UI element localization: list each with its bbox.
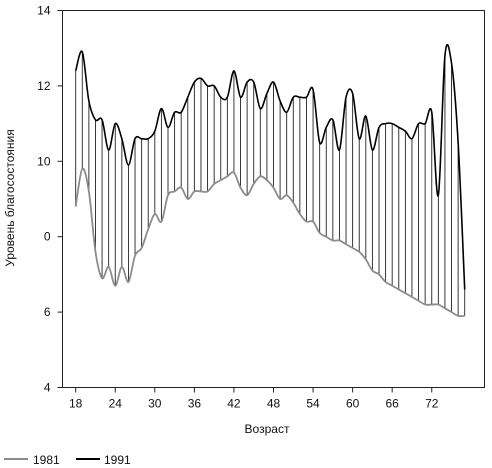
- x-tick-label-54: 54: [306, 397, 320, 411]
- legend-label-1991: 1991: [104, 453, 131, 467]
- legend: 1981 1991: [4, 453, 131, 467]
- y-axis-ticks: 4 6 0 10 12 14: [37, 4, 63, 395]
- x-axis-ticks: 18 24 30 36 42 48 54 60 66 72: [69, 387, 439, 411]
- x-tick-label-48: 48: [267, 397, 281, 411]
- y-axis-title: Уровень благосостояния: [3, 129, 17, 267]
- x-tick-label-60: 60: [346, 397, 360, 411]
- series-line-1981: [74, 167, 465, 318]
- y-tick-label-3: 10: [37, 154, 51, 168]
- x-axis-title: Возраст: [245, 422, 290, 436]
- series-line-1991: [74, 43, 466, 290]
- legend-label-1981: 1981: [33, 453, 60, 467]
- x-tick-label-18: 18: [69, 397, 83, 411]
- y-tick-label-4: 12: [37, 79, 51, 93]
- hatch-fill: [75, 51, 466, 316]
- plot-frame: [62, 10, 485, 388]
- y-tick-label-0: 4: [44, 381, 51, 395]
- x-tick-label-66: 66: [386, 397, 400, 411]
- x-tick-label-24: 24: [109, 397, 123, 411]
- x-tick-label-72: 72: [425, 397, 439, 411]
- series-lines: [74, 43, 466, 318]
- x-tick-label-30: 30: [148, 397, 162, 411]
- x-tick-label-36: 36: [188, 397, 202, 411]
- x-tick-label-42: 42: [227, 397, 241, 411]
- y-tick-label-5: 14: [37, 4, 51, 18]
- y-tick-label-2: 0: [44, 230, 51, 244]
- y-tick-label-1: 6: [44, 305, 51, 319]
